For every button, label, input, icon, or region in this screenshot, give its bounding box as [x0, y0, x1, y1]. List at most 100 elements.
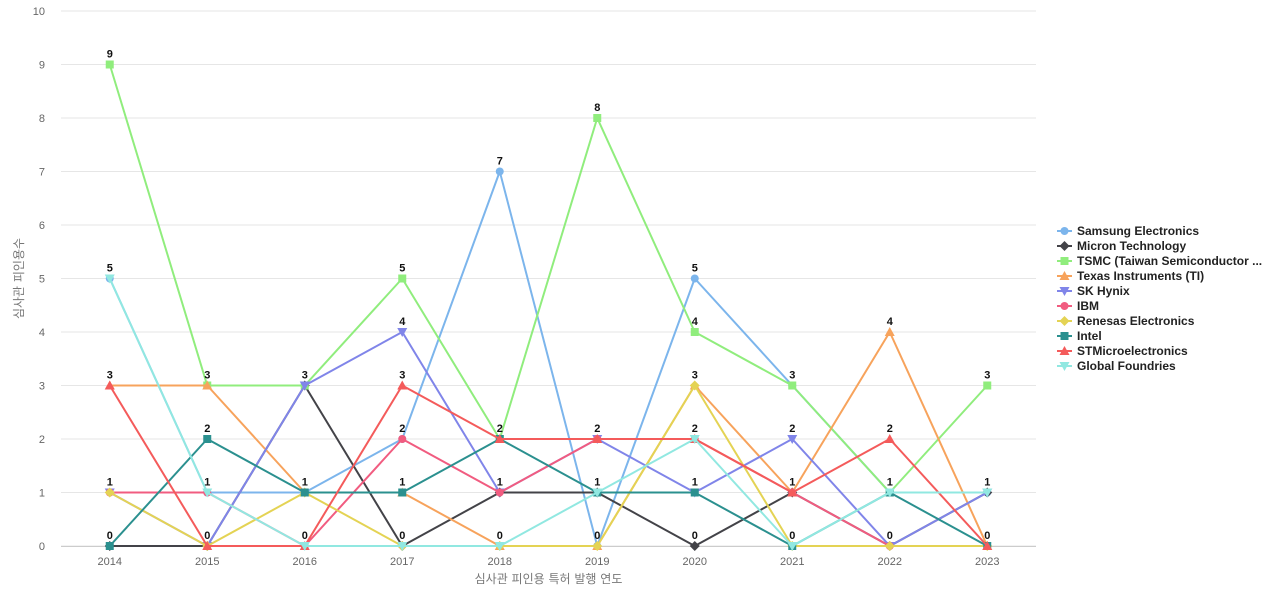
data-point: [788, 381, 797, 390]
legend-item[interactable]: Intel: [1057, 329, 1102, 343]
x-axis-ticks: 2014 2015 2016 2017 2018 2019 2020 2021 2022 2023: [98, 556, 1000, 568]
data-point: [398, 274, 407, 283]
data-point: [202, 380, 213, 390]
y-tick-label: 6: [39, 220, 45, 232]
legend-item[interactable]: Micron Technology: [1057, 239, 1186, 253]
x-tick-label: 2014: [98, 556, 122, 568]
legend-symbol: [1060, 257, 1069, 265]
data-label: 2: [497, 423, 503, 435]
data-label: 1: [399, 477, 405, 489]
data-point: [787, 487, 798, 497]
legend-item[interactable]: TSMC (Taiwan Semiconductor ...: [1057, 254, 1262, 268]
data-label: 7: [497, 156, 503, 168]
data-label: 0: [887, 530, 893, 542]
data-point: [397, 542, 408, 551]
y-tick-label: 7: [39, 167, 45, 179]
legend-label: Global Foundries: [1077, 359, 1176, 373]
data-point: [202, 488, 213, 498]
data-label: 5: [399, 263, 405, 275]
legend-label: SK Hynix: [1077, 284, 1130, 298]
x-tick-label: 2018: [488, 556, 512, 568]
data-label: 0: [204, 530, 210, 542]
x-tick-label: 2015: [195, 556, 219, 568]
data-point: [300, 488, 309, 497]
y-tick-label: 9: [39, 60, 45, 72]
data-point: [884, 541, 895, 551]
y-tick-label: 4: [39, 327, 45, 339]
data-point: [787, 542, 798, 551]
y-tick-label: 8: [39, 113, 45, 125]
data-point: [884, 434, 895, 443]
legend-symbol: [1059, 287, 1070, 296]
legend-label: IBM: [1077, 299, 1099, 313]
data-label: 1: [984, 477, 990, 489]
data-point: [397, 380, 408, 390]
data-label: 1: [302, 477, 308, 489]
data-label: 4: [692, 316, 699, 328]
data-point: [105, 60, 114, 69]
data-label: 1: [204, 477, 210, 489]
x-tick-label: 2020: [683, 556, 707, 568]
legend-item[interactable]: Texas Instruments (TI): [1057, 269, 1204, 283]
legend-label: STMicroelectronics: [1077, 344, 1188, 358]
legend-item[interactable]: Samsung Electronics: [1057, 224, 1199, 238]
data-point: [104, 274, 115, 284]
data-point: [202, 541, 213, 550]
legend-symbol: [1060, 332, 1069, 340]
legend-symbol: [1060, 227, 1069, 235]
data-label: 1: [887, 477, 893, 489]
data-label: 5: [107, 263, 113, 275]
y-tick-label: 0: [39, 541, 45, 553]
data-label: 3: [692, 370, 698, 382]
data-point: [494, 434, 505, 443]
data-label: 3: [302, 370, 308, 382]
data-point: [494, 542, 505, 551]
data-label: 1: [594, 477, 600, 489]
legend-symbol: [1059, 316, 1070, 326]
data-label: 0: [594, 530, 600, 542]
data-label: 3: [204, 370, 210, 382]
data-point: [689, 541, 700, 551]
legend-label: Samsung Electronics: [1077, 224, 1199, 238]
data-label: 2: [594, 423, 600, 435]
legend-item[interactable]: SK Hynix: [1057, 284, 1130, 298]
data-point: [982, 488, 993, 498]
x-tick-label: 2016: [293, 556, 317, 568]
data-point: [787, 435, 798, 444]
data-label: 0: [692, 530, 698, 542]
x-tick-label: 2022: [878, 556, 902, 568]
x-tick-label: 2021: [780, 556, 804, 568]
data-point: [982, 541, 993, 550]
data-label: 2: [204, 423, 210, 435]
y-axis-ticks: 0 1 2 3 4 5 6 7 8 9 10: [33, 6, 45, 553]
data-label: 3: [984, 370, 990, 382]
data-point: [203, 435, 212, 443]
data-label: 0: [789, 530, 795, 542]
data-label: 8: [594, 102, 600, 114]
data-point: [104, 487, 115, 498]
x-axis-title: 심사관 피인용 특허 발행 연도: [475, 571, 623, 586]
data-label: 2: [692, 423, 698, 435]
legend-symbol: [1060, 302, 1069, 310]
series-line: [108, 384, 988, 547]
data-label: 9: [107, 49, 113, 61]
data-point: [398, 488, 407, 497]
legend-item[interactable]: STMicroelectronics: [1057, 344, 1188, 358]
data-label: 0: [984, 530, 990, 542]
data-point: [690, 328, 699, 336]
series-group: [104, 60, 993, 551]
legend-item[interactable]: IBM: [1057, 299, 1099, 313]
legend-symbol: [1059, 362, 1070, 371]
data-point: [299, 381, 310, 391]
data-label: 4: [399, 316, 406, 328]
data-point: [397, 328, 408, 337]
y-tick-label: 5: [39, 274, 45, 286]
data-point: [299, 542, 310, 551]
data-label: 2: [399, 423, 405, 435]
legend-item[interactable]: Renesas Electronics: [1057, 314, 1195, 328]
data-label: 3: [107, 370, 113, 382]
legend-item[interactable]: Global Foundries: [1057, 359, 1176, 373]
y-tick-label: 3: [39, 381, 45, 393]
data-point: [495, 167, 504, 176]
